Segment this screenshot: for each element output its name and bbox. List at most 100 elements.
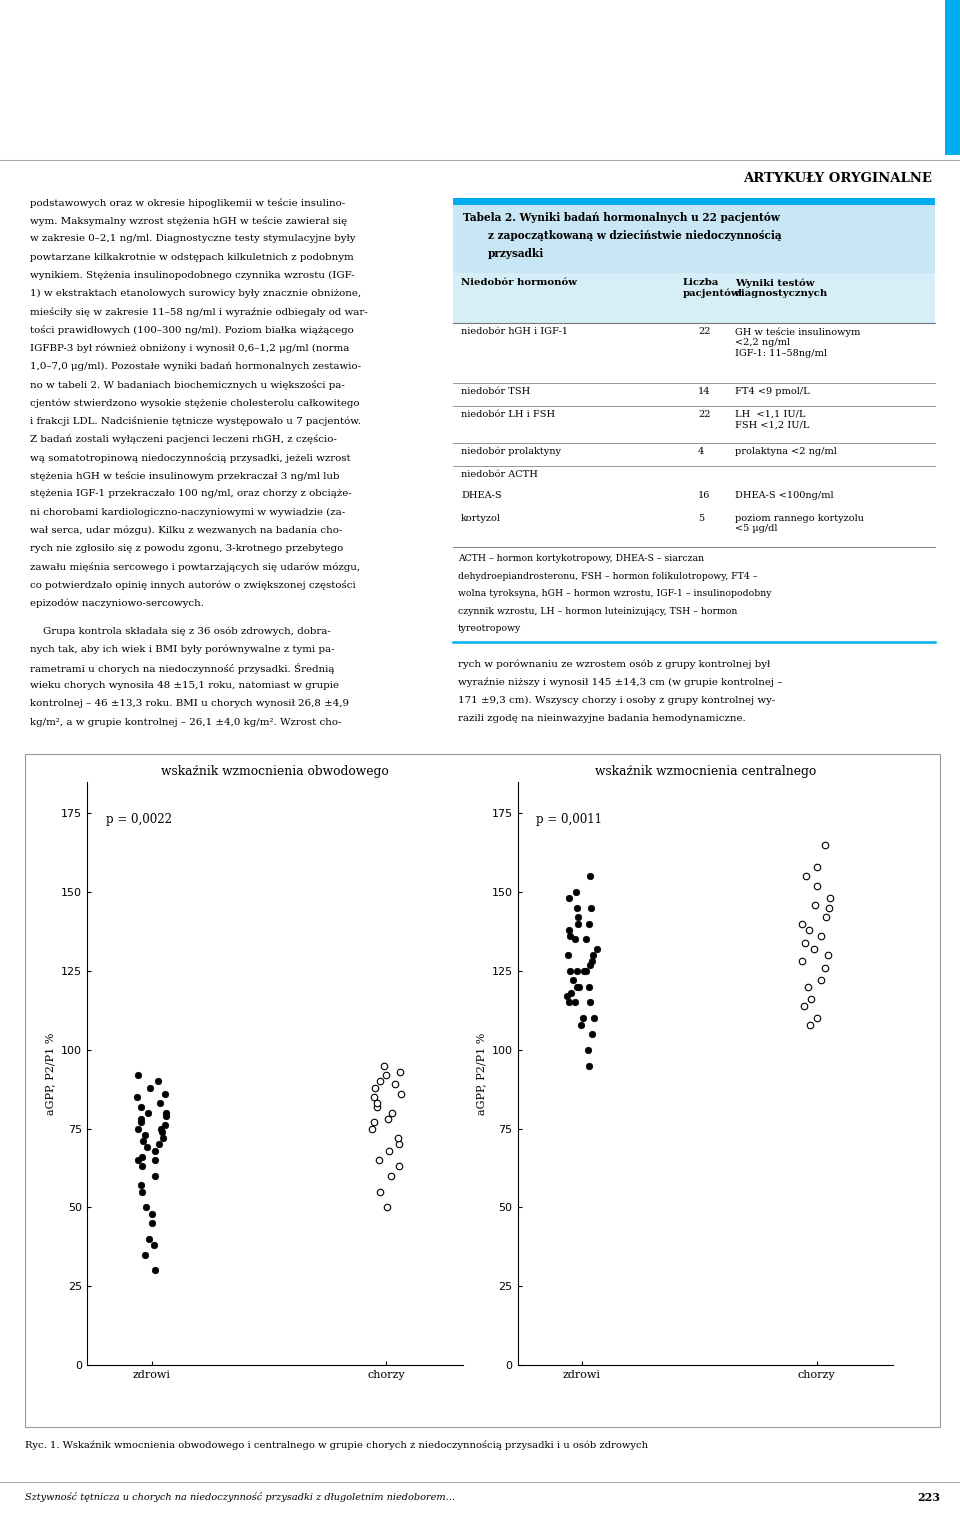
- Point: [809, 874, 825, 898]
- Bar: [453, 205, 935, 272]
- Point: [584, 896, 599, 921]
- Point: [569, 959, 585, 983]
- Point: [133, 1173, 149, 1198]
- Text: ni chorobami kardiologiczno-naczyniowymi w wywiadzie (za-: ni chorobami kardiologiczno-naczyniowymi…: [30, 507, 346, 516]
- Point: [584, 1021, 599, 1046]
- Text: wynikiem. Stężenia insulinopodobnego czynnika wzrostu (IGF-: wynikiem. Stężenia insulinopodobnego czy…: [30, 271, 355, 280]
- Point: [813, 968, 828, 992]
- Text: ARTYKUŁY ORYGINALNE: ARTYKUŁY ORYGINALNE: [743, 172, 932, 186]
- Point: [366, 1110, 381, 1134]
- Point: [583, 864, 598, 889]
- Text: Wyniki testów
diagnostycznych: Wyniki testów diagnostycznych: [735, 279, 828, 298]
- Bar: [945, 0, 960, 155]
- Text: i frakcji LDL. Nadciśnienie tętnicze występowało u 7 pacjentów.: i frakcji LDL. Nadciśnienie tętnicze wys…: [30, 417, 361, 426]
- Text: prolaktyna <2 ng/ml: prolaktyna <2 ng/ml: [735, 447, 837, 457]
- Point: [131, 1062, 146, 1087]
- Point: [147, 1164, 162, 1189]
- Point: [562, 918, 577, 942]
- Point: [131, 1117, 146, 1142]
- Point: [796, 994, 811, 1018]
- Text: przysadki: przysadki: [488, 248, 544, 259]
- Title: wskaźnik wzmocnienia centralnego: wskaźnik wzmocnienia centralnego: [594, 766, 816, 778]
- Text: 16: 16: [698, 492, 710, 501]
- Text: wieku chorych wynosiła 48 ±15,1 roku, natomiast w grupie: wieku chorych wynosiła 48 ±15,1 roku, na…: [30, 682, 339, 689]
- Text: poziom rannego kortyzolu
<5 µg/dl: poziom rannego kortyzolu <5 µg/dl: [735, 514, 864, 533]
- Text: z zapoczątkowaną w dzieciństwie niedoczynnością: z zapoczątkowaną w dzieciństwie niedoczy…: [488, 230, 781, 240]
- Text: rych nie zgłosiło się z powodu zgonu, 3-krotnego przebytego: rych nie zgłosiło się z powodu zgonu, 3-…: [30, 543, 344, 552]
- Point: [376, 1053, 392, 1078]
- Point: [567, 927, 583, 951]
- Point: [581, 974, 596, 998]
- Text: kg/m², a w grupie kontrolnej – 26,1 ±4,0 kg/m². Wzrost cho-: kg/m², a w grupie kontrolnej – 26,1 ±4,0…: [30, 717, 342, 726]
- Point: [795, 950, 810, 974]
- Text: cjentów stwierdzono wysokie stężenie cholesterolu całkowitego: cjentów stwierdzono wysokie stężenie cho…: [30, 399, 359, 408]
- Point: [583, 991, 598, 1015]
- Point: [133, 1106, 149, 1131]
- Title: wskaźnik wzmocnienia obwodowego: wskaźnik wzmocnienia obwodowego: [161, 766, 389, 778]
- Text: kontrolnej – 46 ±13,3 roku. BMI u chorych wynosił 26,8 ±4,9: kontrolnej – 46 ±13,3 roku. BMI u choryc…: [30, 700, 349, 708]
- Point: [393, 1082, 408, 1106]
- Text: 14: 14: [698, 387, 710, 396]
- Point: [370, 1091, 385, 1116]
- Point: [809, 1006, 825, 1030]
- Text: czynnik wzrostu, LH – hormon luteinizujący, TSH – hormon: czynnik wzrostu, LH – hormon luteinizują…: [458, 606, 737, 615]
- Point: [581, 1038, 596, 1062]
- Point: [140, 1100, 156, 1125]
- Point: [142, 1076, 157, 1100]
- Point: [137, 1123, 153, 1148]
- Point: [378, 1062, 394, 1087]
- Point: [153, 1091, 168, 1116]
- Point: [150, 1068, 165, 1093]
- Point: [567, 991, 583, 1015]
- Point: [564, 980, 579, 1005]
- Point: [586, 944, 601, 968]
- Point: [573, 1012, 588, 1036]
- Point: [802, 918, 817, 942]
- Point: [817, 956, 832, 980]
- Point: [576, 1006, 591, 1030]
- Point: [565, 968, 581, 992]
- Text: Liczba
pacjentów: Liczba pacjentów: [683, 279, 740, 298]
- Text: co potwierdzało opinię innych autorów o zwiększonej częstości: co potwierdzało opinię innych autorów o …: [30, 580, 356, 591]
- Point: [142, 1227, 157, 1251]
- Text: stężenia hGH w teście insulinowym przekraczał 3 ng/ml lub: stężenia hGH w teście insulinowym przekr…: [30, 470, 340, 481]
- Y-axis label: aGPP, P2/P1 %: aGPP, P2/P1 %: [45, 1032, 56, 1114]
- Point: [583, 953, 598, 977]
- Text: GH w teście insulinowym
<2,2 ng/ml
IGF-1: 11–58ng/ml: GH w teście insulinowym <2,2 ng/ml IGF-1…: [735, 327, 860, 358]
- Text: FT4 <9 pmol/L: FT4 <9 pmol/L: [735, 387, 809, 396]
- Text: niedobór LH i FSH: niedobór LH i FSH: [461, 409, 555, 419]
- Text: Ryc. 1. Wskaźnik wmocnienia obwodowego i centralnego w grupie chorych z niedoczy: Ryc. 1. Wskaźnik wmocnienia obwodowego i…: [25, 1440, 648, 1450]
- Point: [821, 944, 836, 968]
- Point: [578, 959, 593, 983]
- Point: [154, 1120, 169, 1145]
- Point: [806, 936, 822, 960]
- Point: [569, 974, 585, 998]
- Text: p = 0,0022: p = 0,0022: [106, 813, 172, 825]
- Point: [130, 1148, 145, 1172]
- Text: IGFBP-3 był również obniżony i wynosił 0,6–1,2 μg/ml (norma: IGFBP-3 był również obniżony i wynosił 0…: [30, 344, 349, 353]
- Bar: [25, 753, 940, 1428]
- Point: [147, 1148, 162, 1172]
- Text: w zakresie 0–2,1 ng/ml. Diagnostyczne testy stymulacyjne były: w zakresie 0–2,1 ng/ml. Diagnostyczne te…: [30, 234, 355, 244]
- Text: 223: 223: [917, 1492, 940, 1504]
- Point: [157, 1113, 173, 1137]
- Point: [585, 950, 600, 974]
- Text: DHEA-S <100ng/ml: DHEA-S <100ng/ml: [735, 492, 833, 501]
- Point: [147, 1233, 162, 1257]
- Point: [795, 912, 810, 936]
- Point: [561, 944, 576, 968]
- Text: 4: 4: [698, 447, 705, 457]
- Point: [576, 959, 591, 983]
- Point: [391, 1132, 406, 1157]
- Point: [387, 1073, 402, 1097]
- Point: [582, 1053, 597, 1078]
- Point: [135, 1129, 151, 1154]
- Text: 22: 22: [698, 409, 710, 419]
- Text: wą somatotropinową niedoczynnością przysadki, jeżeli wzrost: wą somatotropinową niedoczynnością przys…: [30, 454, 350, 463]
- Text: wolna tyroksyna, hGH – hormon wzrostu, IGF-1 – insulinopodobny: wolna tyroksyna, hGH – hormon wzrostu, I…: [458, 589, 772, 598]
- Point: [155, 1126, 170, 1151]
- Text: niedobór hGH i IGF-1: niedobór hGH i IGF-1: [461, 327, 568, 336]
- Point: [799, 864, 814, 889]
- Point: [381, 1138, 396, 1163]
- Point: [822, 886, 837, 910]
